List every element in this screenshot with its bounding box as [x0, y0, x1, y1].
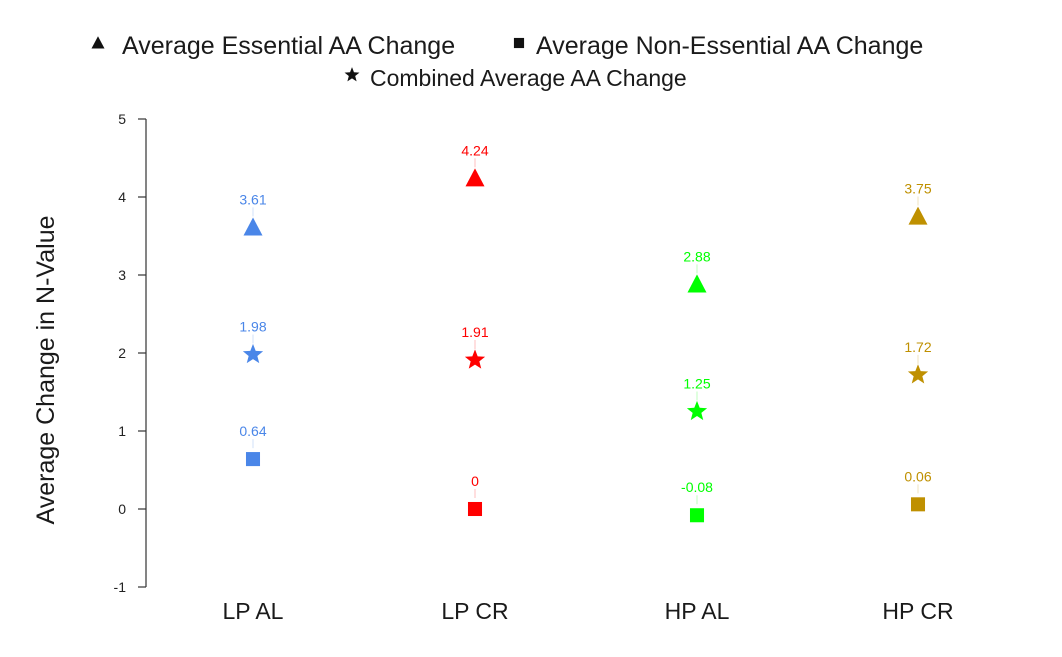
legend: Average Essential AA Change Average Non-E…	[91, 32, 923, 91]
data-point-star	[242, 343, 264, 364]
x-category-label: HP AL	[665, 598, 730, 624]
data-point-square	[467, 501, 483, 517]
y-tick-label: 2	[118, 345, 126, 361]
y-axis: 5 4 3 2 1 0 -1	[114, 111, 147, 595]
legend-label-triangle: Average Essential AA Change	[122, 32, 455, 60]
y-tick-label: 3	[118, 267, 126, 283]
data-point-square	[689, 508, 705, 523]
data-point-triangle	[687, 274, 707, 293]
legend-triangle-icon	[91, 36, 105, 49]
data-label: 0.64	[239, 423, 266, 439]
data-point-triangle	[465, 168, 485, 187]
y-tick-label: 4	[118, 189, 126, 205]
legend-label-star: Combined Average AA Change	[370, 65, 687, 91]
data-label: -0.08	[681, 479, 713, 495]
data-point-triangle	[243, 217, 263, 236]
legend-label-square: Average Non-Essential AA Change	[536, 32, 923, 60]
data-label: 4.24	[461, 142, 488, 158]
data-point-star	[907, 364, 929, 384]
legend-square-icon	[513, 37, 525, 49]
x-category-label: HP CR	[882, 598, 953, 624]
y-axis-label: Average Change in N-Value	[32, 216, 60, 525]
data-label: 3.75	[904, 181, 931, 197]
y-tick-label: 1	[118, 423, 126, 439]
category-labels: LP AL LP CR HP AL HP CR	[223, 598, 954, 624]
legend-star-icon	[344, 67, 360, 82]
data-label: 1.72	[904, 339, 931, 355]
data-point-star	[686, 400, 708, 421]
data-label: 0	[471, 473, 479, 489]
y-tick-label: 0	[118, 501, 126, 517]
data-label: 3.61	[239, 191, 266, 207]
data-point-square	[245, 452, 261, 467]
data-label: 1.91	[461, 324, 488, 340]
y-tick-label: -1	[114, 579, 127, 595]
data-point-square	[910, 497, 926, 512]
y-tick-label: 5	[118, 111, 126, 127]
data-label: 2.88	[683, 248, 710, 264]
x-category-label: LP CR	[441, 598, 508, 624]
data-label: 1.98	[239, 319, 266, 335]
data-point-triangle	[908, 206, 928, 225]
x-category-label: LP AL	[223, 598, 284, 624]
data-point-star	[464, 349, 486, 369]
data-label: 1.25	[683, 376, 710, 392]
data-label: 0.06	[904, 468, 931, 484]
data-points: 3.61 4.24 2.88 3.75 0.64 0 -0.08 0.06 1.98 1.91 1.…	[239, 142, 932, 523]
